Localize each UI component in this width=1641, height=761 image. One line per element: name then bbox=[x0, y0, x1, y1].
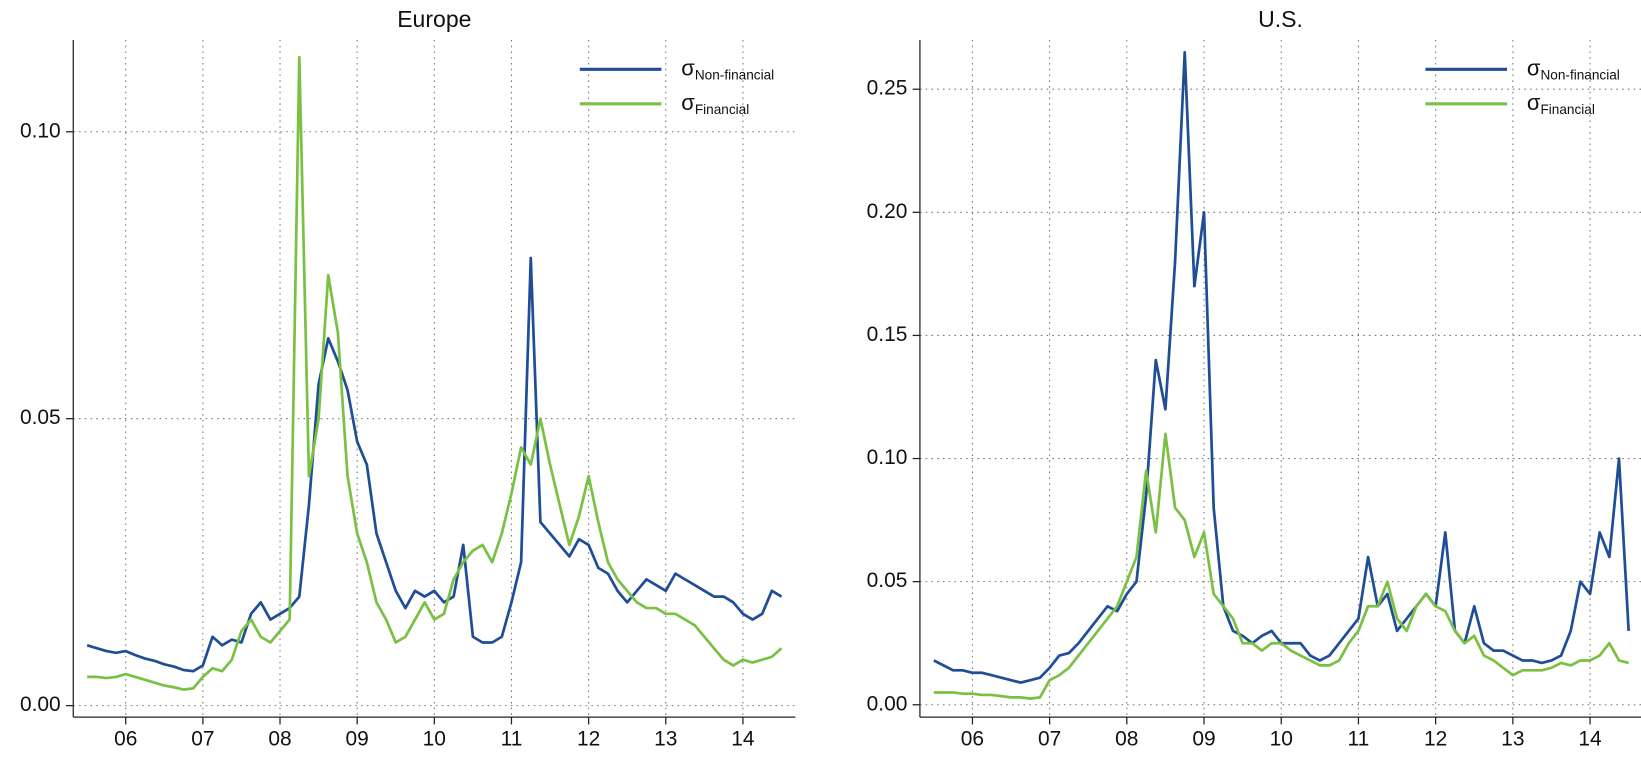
x-tick-label: 11 bbox=[501, 728, 523, 751]
legend-subscript: Financial bbox=[1540, 102, 1594, 117]
x-tick-label: 07 bbox=[191, 728, 214, 751]
series-line bbox=[933, 432, 1629, 700]
chart-title: Europe bbox=[397, 6, 471, 32]
y-tick-label: 0.25 bbox=[867, 77, 908, 100]
legend-label: σFinancial bbox=[681, 90, 749, 117]
y-tick-label: 0.15 bbox=[867, 323, 908, 346]
x-tick-label: 10 bbox=[1270, 728, 1293, 751]
x-tick-label: 11 bbox=[1348, 728, 1370, 751]
y-tick-label: 0.10 bbox=[20, 119, 61, 142]
x-tick-label: 08 bbox=[1115, 728, 1138, 751]
legend-symbol: σ bbox=[681, 90, 695, 115]
y-tick-label: 0.05 bbox=[867, 569, 908, 592]
legend-subscript: Non-financial bbox=[695, 67, 774, 82]
x-tick-label: 13 bbox=[1501, 728, 1524, 751]
x-tick-label: 13 bbox=[654, 728, 677, 751]
chart-title: U.S. bbox=[1258, 6, 1303, 32]
x-tick-label: 07 bbox=[1038, 728, 1061, 751]
y-tick-label: 0.00 bbox=[20, 693, 61, 716]
legend-symbol: σ bbox=[681, 55, 695, 80]
legend-subscript: Financial bbox=[695, 102, 749, 117]
legend-symbol: σ bbox=[1527, 55, 1541, 80]
x-tick-label: 14 bbox=[1578, 728, 1602, 751]
y-tick-label: 0.00 bbox=[867, 692, 908, 715]
x-tick-label: 08 bbox=[268, 728, 291, 751]
legend-symbol: σ bbox=[1527, 90, 1541, 115]
x-tick-label: 14 bbox=[731, 728, 755, 751]
legend-subscript: Non-financial bbox=[1540, 67, 1619, 82]
y-tick-label: 0.20 bbox=[867, 200, 908, 223]
series-line bbox=[86, 256, 783, 673]
x-tick-label: 09 bbox=[346, 728, 369, 751]
x-tick-label: 06 bbox=[114, 728, 137, 751]
x-tick-label: 12 bbox=[1424, 728, 1447, 751]
legend-label: σFinancial bbox=[1527, 90, 1595, 117]
x-tick-label: 06 bbox=[961, 728, 984, 751]
series-line bbox=[87, 55, 783, 691]
legend-label: σNon-financial bbox=[681, 55, 774, 82]
x-tick-label: 12 bbox=[577, 728, 600, 751]
x-tick-label: 10 bbox=[423, 728, 446, 751]
legend-label: σNon-financial bbox=[1527, 55, 1620, 82]
x-tick-label: 09 bbox=[1192, 728, 1215, 751]
y-tick-label: 0.10 bbox=[867, 446, 908, 469]
y-tick-label: 0.05 bbox=[20, 406, 61, 429]
